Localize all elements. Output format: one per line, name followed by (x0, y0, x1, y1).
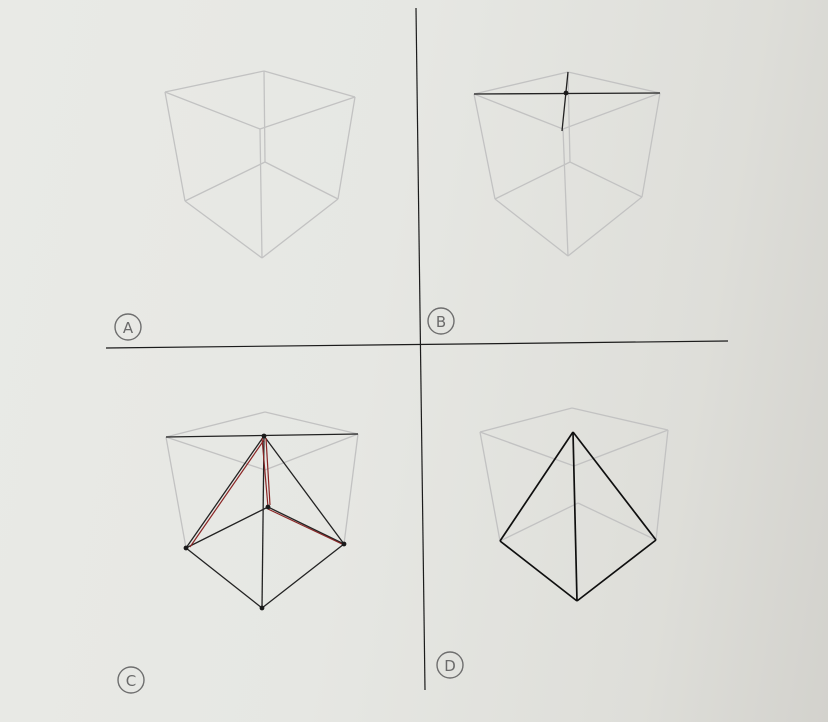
cube-wireframe-d (479, 407, 669, 542)
panel-label-a: A (114, 313, 142, 341)
label-circle-b (427, 307, 455, 335)
panel-label-b: B (427, 307, 455, 335)
panel-b: B (427, 71, 661, 335)
label-text-d: D (444, 657, 456, 675)
vertex-dots-c (183, 433, 347, 611)
pyramid-construction-c (185, 435, 345, 609)
midpoint-dot-b (563, 90, 569, 96)
panel-c: C (117, 411, 359, 694)
cube-wireframe-b (473, 71, 661, 257)
pyramid-d (499, 431, 657, 602)
cube-wireframe-c (165, 411, 359, 549)
axis-line-b (561, 71, 569, 132)
label-text-c: C (126, 672, 136, 690)
label-circle-a (114, 313, 142, 341)
panel-label-c: C (117, 666, 145, 694)
horizontal-divider (105, 340, 729, 349)
label-text-b: B (436, 313, 446, 331)
vertical-divider (415, 7, 426, 691)
cube-wireframe-a (164, 70, 356, 259)
label-circle-c (117, 666, 145, 694)
panel-a: A (114, 70, 356, 341)
panel-d: D (436, 407, 669, 679)
label-text-a: A (123, 319, 134, 337)
label-circle-d (436, 651, 464, 679)
panel-label-d: D (436, 651, 464, 679)
